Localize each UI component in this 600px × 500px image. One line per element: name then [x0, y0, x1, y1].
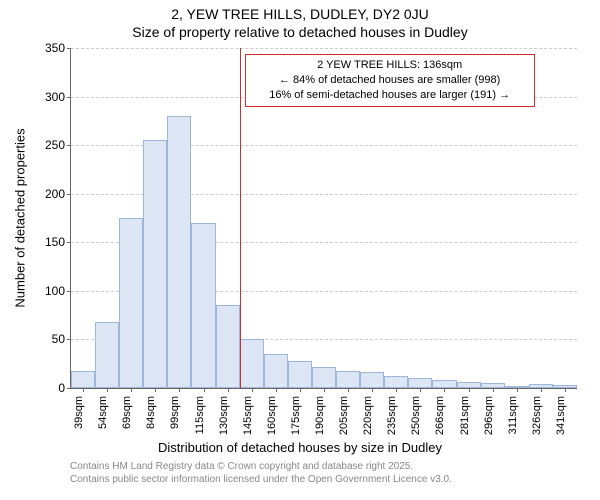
y-tick-label: 100: [45, 284, 71, 298]
x-tick-mark: [131, 388, 132, 392]
y-tick-label: 0: [58, 381, 71, 395]
x-tick-mark: [372, 388, 373, 392]
x-tick-label: 54sqm: [93, 396, 109, 429]
annotation-line2: ← 84% of detached houses are smaller (99…: [254, 73, 526, 88]
x-tick-mark: [276, 388, 277, 392]
x-tick-mark: [469, 388, 470, 392]
histogram-bar: [167, 116, 191, 388]
x-tick-label: 266sqm: [430, 396, 446, 435]
x-tick-mark: [324, 388, 325, 392]
y-axis-label: Number of detached properties: [13, 128, 28, 307]
x-tick-mark: [83, 388, 84, 392]
x-tick-label: 175sqm: [286, 396, 302, 435]
x-tick-label: 250sqm: [406, 396, 422, 435]
y-tick-label: 200: [45, 187, 71, 201]
x-tick-mark: [252, 388, 253, 392]
annotation-box: 2 YEW TREE HILLS: 136sqm ← 84% of detach…: [245, 54, 535, 107]
x-tick-label: 84sqm: [141, 396, 157, 429]
x-tick-label: 99sqm: [165, 396, 181, 429]
x-tick-label: 341sqm: [551, 396, 567, 435]
histogram-bar: [432, 380, 456, 388]
x-tick-mark: [493, 388, 494, 392]
x-tick-label: 130sqm: [214, 396, 230, 435]
histogram-bar: [288, 361, 312, 388]
x-tick-label: 235sqm: [382, 396, 398, 435]
x-tick-label: 220sqm: [358, 396, 374, 435]
x-tick-mark: [155, 388, 156, 392]
x-tick-mark: [348, 388, 349, 392]
histogram-bar: [408, 378, 432, 388]
histogram-bar: [216, 305, 240, 388]
x-tick-mark: [228, 388, 229, 392]
x-tick-mark: [565, 388, 566, 392]
credits-line2: Contains public sector information licen…: [70, 473, 452, 486]
reference-line: [240, 48, 241, 388]
x-tick-mark: [179, 388, 180, 392]
histogram-bar: [119, 218, 143, 388]
chart-title-line2: Size of property relative to detached ho…: [0, 24, 600, 40]
chart-title-line1: 2, YEW TREE HILLS, DUDLEY, DY2 0JU: [0, 6, 600, 22]
histogram-bar: [336, 371, 360, 388]
x-tick-label: 205sqm: [334, 396, 350, 435]
histogram-bar: [71, 371, 95, 388]
x-tick-mark: [517, 388, 518, 392]
x-tick-mark: [444, 388, 445, 392]
x-tick-mark: [204, 388, 205, 392]
histogram-bar: [264, 354, 288, 388]
y-tick-label: 50: [52, 332, 71, 346]
histogram-bar: [384, 376, 408, 388]
grid-line: [71, 48, 577, 49]
histogram-bar: [95, 322, 119, 388]
x-tick-label: 296sqm: [479, 396, 495, 435]
x-tick-label: 311sqm: [503, 396, 519, 434]
y-tick-label: 300: [45, 90, 71, 104]
x-tick-label: 190sqm: [310, 396, 326, 435]
credits-line1: Contains HM Land Registry data © Crown c…: [70, 460, 452, 473]
annotation-line1: 2 YEW TREE HILLS: 136sqm: [254, 58, 526, 73]
chart-container: 2, YEW TREE HILLS, DUDLEY, DY2 0JU Size …: [0, 0, 600, 500]
x-tick-mark: [541, 388, 542, 392]
histogram-bar: [143, 140, 167, 388]
annotation-line3: 16% of semi-detached houses are larger (…: [254, 88, 526, 103]
x-tick-mark: [396, 388, 397, 392]
y-tick-label: 150: [45, 235, 71, 249]
x-tick-label: 145sqm: [238, 396, 254, 435]
x-tick-mark: [107, 388, 108, 392]
x-tick-label: 326sqm: [527, 396, 543, 435]
histogram-bar: [360, 372, 384, 388]
x-axis-label: Distribution of detached houses by size …: [0, 440, 600, 455]
y-tick-label: 350: [45, 41, 71, 55]
x-tick-label: 160sqm: [262, 396, 278, 435]
histogram-bar: [240, 339, 264, 388]
y-tick-label: 250: [45, 138, 71, 152]
credits-block: Contains HM Land Registry data © Crown c…: [70, 460, 452, 486]
x-tick-label: 281sqm: [455, 396, 471, 435]
histogram-bar: [312, 367, 336, 388]
histogram-bar: [191, 223, 215, 388]
x-tick-label: 39sqm: [69, 396, 85, 429]
x-tick-mark: [420, 388, 421, 392]
x-tick-mark: [300, 388, 301, 392]
x-tick-label: 115sqm: [190, 396, 206, 434]
x-tick-label: 69sqm: [117, 396, 133, 429]
